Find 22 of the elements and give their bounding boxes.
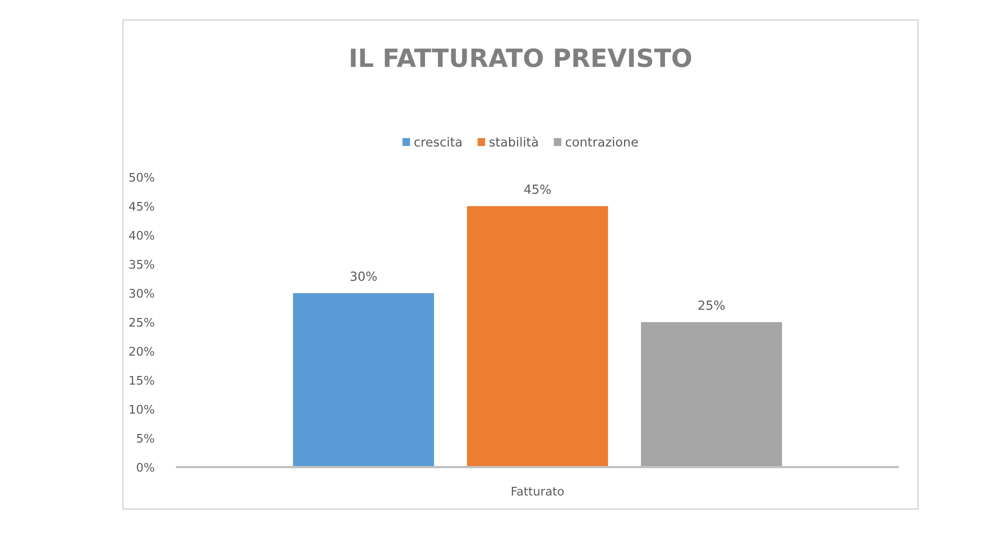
legend-label: crescita: [414, 136, 462, 147]
y-tick-label: 20%: [129, 346, 154, 356]
y-tick-label: 25%: [129, 318, 154, 327]
y-tick-label: 5%: [136, 434, 154, 443]
legend-label: stabilità: [490, 136, 538, 147]
bar: [640, 322, 782, 468]
data-label: 45%: [524, 184, 551, 194]
y-tick-label: 40%: [129, 230, 154, 240]
data-label: 30%: [350, 272, 377, 281]
bar: [293, 293, 434, 468]
y-tick-label: 0%: [136, 462, 154, 472]
bar: [466, 206, 608, 468]
y-tick-label: 15%: [130, 376, 154, 385]
legend-label: contrazione: [566, 136, 638, 147]
y-tick-label: 35%: [129, 260, 154, 269]
y-tick-label: 30%: [129, 288, 154, 298]
y-tick-label: 45%: [129, 202, 154, 211]
chart-title: IL FATTURATO PREVISTO: [350, 48, 692, 68]
x-tick-label: Fatturato: [512, 486, 564, 496]
data-label: 25%: [698, 300, 725, 310]
y-tick-label: 50%: [129, 172, 154, 182]
y-tick-label: 10%: [130, 404, 154, 414]
